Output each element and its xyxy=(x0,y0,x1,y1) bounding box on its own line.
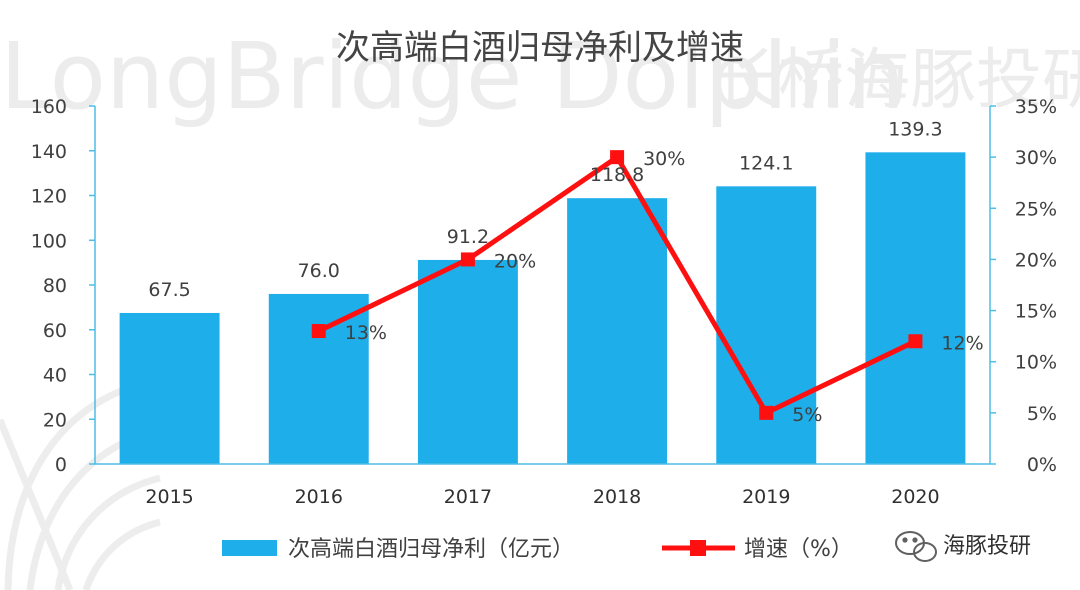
bar-value-label: 67.5 xyxy=(148,279,190,301)
chart-title: 次高端白酒归母净利及增速 xyxy=(336,28,744,68)
growth-marker xyxy=(610,150,625,165)
right-axis-tick-label: 0% xyxy=(1027,454,1057,476)
right-axis-tick-label: 35% xyxy=(1015,96,1057,118)
bar xyxy=(865,152,966,464)
right-axis-tick-label: 15% xyxy=(1015,301,1057,323)
right-axis-tick-label: 5% xyxy=(1027,403,1057,425)
bar-value-label: 91.2 xyxy=(447,226,489,248)
brand-badge: 海豚投研 xyxy=(895,531,1031,562)
right-axis-tick-label: 10% xyxy=(1015,352,1057,374)
left-axis-tick-label: 100 xyxy=(31,230,67,252)
left-axis-tick-label: 20 xyxy=(43,409,67,431)
watermark-text-en: LongBridge Dolphin xyxy=(0,23,905,130)
growth-marker xyxy=(311,324,326,339)
legend-label-bar: 次高端白酒归母净利（亿元） xyxy=(288,537,574,562)
data-labels: 67.5 76.0 91.2 118.8 124.1 139.3 13% 20% 30% 5% 12… xyxy=(148,118,983,426)
bar-value-label: 139.3 xyxy=(888,118,942,140)
legend-label-line: 增速（%） xyxy=(744,537,853,562)
left-axis-tick-label: 140 xyxy=(31,141,67,163)
growth-value-label: 30% xyxy=(643,148,685,170)
legend: 次高端白酒归母净利（亿元） 增速（%） xyxy=(222,537,853,562)
left-axis-tick-label: 60 xyxy=(43,320,67,342)
watermark: LongBridge Dolphin 长桥海豚投研 xyxy=(0,23,1080,590)
left-axis-tick-label: 0 xyxy=(55,454,67,476)
left-axis-tick-label: 80 xyxy=(43,275,67,297)
legend-swatch-marker xyxy=(690,540,706,556)
brand-name: 海豚投研 xyxy=(943,534,1031,559)
x-axis-tick-label: 2020 xyxy=(891,486,939,508)
bar-series xyxy=(119,152,966,465)
bar xyxy=(417,259,518,464)
growth-value-label: 20% xyxy=(494,250,536,272)
category-axis: 2015 2016 2017 2018 2019 2020 xyxy=(95,463,990,508)
x-axis-tick-label: 2015 xyxy=(145,486,193,508)
bar-value-label: 118.8 xyxy=(590,164,644,186)
x-axis-tick-label: 2019 xyxy=(742,486,790,508)
bar xyxy=(567,198,668,464)
right-axis: 0% 5% 10% 15% 20% 25% 30% 35% xyxy=(989,96,1057,476)
growth-value-label: 12% xyxy=(941,332,983,354)
right-axis-tick-label: 25% xyxy=(1015,198,1057,220)
bar xyxy=(268,293,369,464)
x-axis-tick-label: 2017 xyxy=(444,486,492,508)
left-axis-tick-label: 120 xyxy=(31,186,67,208)
bar-value-label: 124.1 xyxy=(739,152,793,174)
left-axis-tick-label: 40 xyxy=(43,365,67,387)
watermark-text-cn: 长桥海豚投研 xyxy=(712,41,1080,118)
growth-marker xyxy=(759,405,774,420)
growth-value-label: 5% xyxy=(792,404,822,426)
x-axis-tick-label: 2016 xyxy=(295,486,343,508)
growth-line-series xyxy=(311,150,923,420)
right-axis-tick-label: 20% xyxy=(1015,249,1057,271)
growth-marker xyxy=(460,252,475,267)
bar xyxy=(119,312,220,464)
wechat-icon xyxy=(895,531,937,562)
bar-value-label: 76.0 xyxy=(298,260,340,282)
left-axis-tick-label: 160 xyxy=(31,96,67,118)
x-axis-tick-label: 2018 xyxy=(593,486,641,508)
legend-swatch-bar xyxy=(222,540,277,556)
growth-marker xyxy=(908,334,923,349)
right-axis-tick-label: 30% xyxy=(1015,147,1057,169)
growth-value-label: 13% xyxy=(345,322,387,344)
left-axis: 0 20 40 60 80 100 120 140 160 xyxy=(31,96,96,476)
